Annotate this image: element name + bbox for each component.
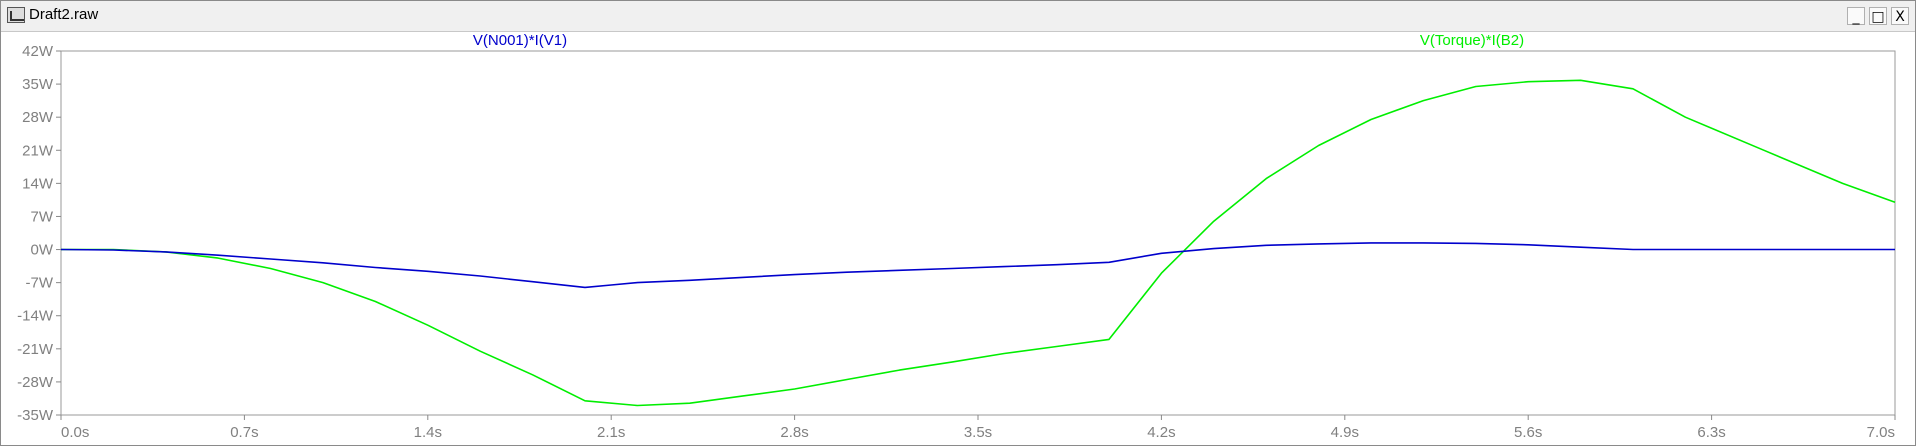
series-line xyxy=(60,242,1895,289)
x-tick-label: 0.0s xyxy=(61,424,89,441)
close-button[interactable]: X xyxy=(1891,7,1909,25)
minimize-button[interactable]: _ xyxy=(1847,7,1865,25)
plot-frame xyxy=(60,50,1896,416)
waveform-app-icon xyxy=(7,7,25,23)
title-bar[interactable]: Draft2.raw _ □ X xyxy=(1,1,1915,32)
y-tick-label: -35W xyxy=(17,407,54,424)
x-tick-label: 2.1s xyxy=(597,424,625,441)
x-tick-label: 5.6s xyxy=(1514,424,1542,441)
legend-label[interactable]: V(N001)*I(V1) xyxy=(473,32,567,49)
x-tick-label: 6.3s xyxy=(1697,424,1725,441)
y-tick-label: -7W xyxy=(26,275,54,292)
x-tick-label: 4.2s xyxy=(1147,424,1175,441)
x-tick-label: 2.8s xyxy=(780,424,808,441)
x-tick-label: 0.7s xyxy=(230,424,258,441)
y-tick-label: 0W xyxy=(31,242,54,259)
y-tick-label: -28W xyxy=(17,374,54,391)
maximize-button[interactable]: □ xyxy=(1869,7,1887,25)
y-tick-label: 21W xyxy=(22,142,54,159)
x-tick-label: 4.9s xyxy=(1331,424,1359,441)
legend-label[interactable]: V(Torque)*I(B2) xyxy=(1420,32,1524,49)
y-tick-label: 35W xyxy=(22,76,54,93)
window-title: Draft2.raw xyxy=(29,6,99,23)
y-tick-label: 14W xyxy=(22,175,54,192)
x-tick-label: 1.4s xyxy=(414,424,442,441)
y-tick-label: 42W xyxy=(22,43,54,60)
x-tick-label: 7.0s xyxy=(1867,424,1895,441)
y-tick-label: 7W xyxy=(31,208,54,225)
y-tick-label: -14W xyxy=(17,308,54,325)
series-line xyxy=(61,79,1896,407)
y-tick-label: -21W xyxy=(17,341,54,358)
x-tick-label: 3.5s xyxy=(964,424,992,441)
y-tick-label: 28W xyxy=(22,109,54,126)
